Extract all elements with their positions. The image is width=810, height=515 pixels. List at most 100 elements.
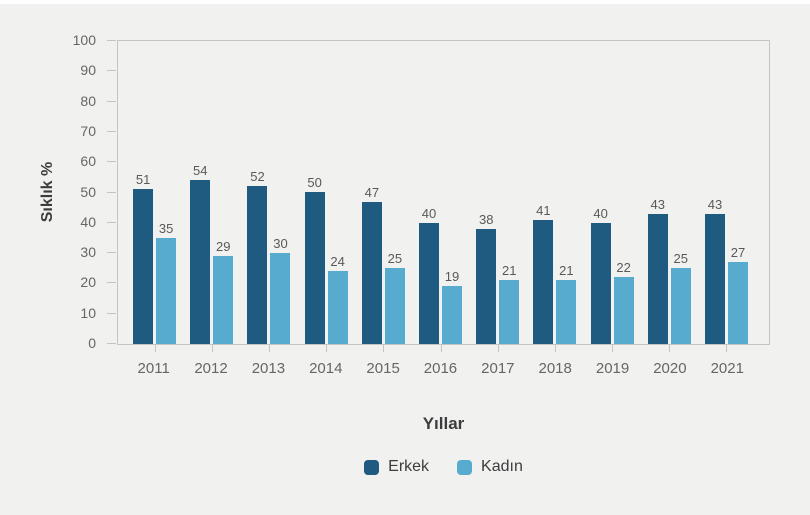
bar-column-kadin-2015: 25 bbox=[384, 252, 405, 344]
bar-column-kadin-2020: 25 bbox=[670, 252, 691, 344]
bar-column-kadin-2014: 24 bbox=[327, 254, 348, 344]
x-tick-label-2020: 2020 bbox=[653, 360, 687, 377]
x-axis-tick bbox=[326, 345, 328, 352]
bar-value-label: 30 bbox=[273, 236, 288, 251]
bar-column-erkek-2019: 40 bbox=[590, 206, 611, 344]
bar-erkek-2021 bbox=[704, 214, 725, 344]
bar-kadin-2017 bbox=[499, 280, 520, 344]
bar-groups: 51 35 54 29 52 30 50 24 47 25 40 19 38 21 41 21 40 22 43 25… bbox=[118, 41, 769, 352]
x-axis-tick bbox=[669, 345, 671, 352]
x-tick-label-2014: 2014 bbox=[309, 360, 343, 377]
bar-erkek-2019 bbox=[590, 223, 611, 344]
y-tick-label: 100 bbox=[72, 32, 96, 48]
bar-group-2018: 41 21 bbox=[526, 41, 583, 352]
bar-column-erkek-2014: 50 bbox=[304, 175, 325, 344]
x-tick-label-2012: 2012 bbox=[194, 360, 228, 377]
bar-column-erkek-2020: 43 bbox=[647, 197, 668, 344]
bar-pair: 54 29 bbox=[190, 163, 234, 344]
x-tick-label-2017: 2017 bbox=[481, 360, 515, 377]
y-tick-label: 90 bbox=[80, 62, 96, 79]
x-tick-label-2013: 2013 bbox=[251, 360, 286, 377]
bar-value-label: 21 bbox=[559, 263, 574, 278]
bar-column-erkek-2021: 43 bbox=[704, 198, 725, 344]
bar-kadin-2015 bbox=[384, 268, 405, 344]
y-tick-label: 40 bbox=[80, 213, 96, 230]
bar-column-erkek-2015: 47 bbox=[361, 185, 382, 344]
y-tick-label: 80 bbox=[80, 92, 96, 109]
y-axis-tick bbox=[107, 40, 116, 41]
y-axis-tick bbox=[107, 282, 116, 284]
bar-erkek-2014 bbox=[304, 192, 325, 344]
bar-value-label: 43 bbox=[650, 197, 666, 212]
x-tick-label-2015: 2015 bbox=[366, 360, 400, 377]
bar-column-kadin-2011: 35 bbox=[156, 221, 177, 344]
y-tick-label: 20 bbox=[80, 274, 96, 291]
bar-value-label: 50 bbox=[307, 175, 322, 190]
bar-column-kadin-2013: 30 bbox=[270, 236, 291, 344]
x-axis-tick bbox=[383, 345, 385, 352]
legend-label-kadin: Kadın bbox=[481, 458, 523, 475]
bar-group-2014: 50 24 bbox=[298, 41, 355, 352]
bar-value-label: 40 bbox=[421, 206, 437, 221]
bar-value-label: 41 bbox=[536, 203, 551, 218]
y-axis-tick bbox=[107, 70, 116, 72]
bar-value-label: 54 bbox=[193, 163, 208, 178]
plot-area: 51 35 54 29 52 30 50 24 47 25 40 19 38 21 41 21 40 22 43 25… bbox=[117, 40, 770, 352]
bar-group-2011: 51 35 bbox=[126, 41, 183, 352]
bar-pair: 40 19 bbox=[419, 206, 463, 344]
top-white-strip bbox=[0, 0, 810, 4]
bar-column-kadin-2019: 22 bbox=[613, 260, 634, 344]
x-tick-label-2011: 2011 bbox=[137, 360, 170, 377]
bar-value-label: 21 bbox=[501, 263, 517, 278]
x-axis-tick bbox=[726, 345, 728, 352]
bar-kadin-2018 bbox=[556, 280, 577, 344]
bar-erkek-2012 bbox=[190, 180, 211, 344]
bar-column-kadin-2018: 21 bbox=[556, 263, 577, 344]
y-axis-tick bbox=[107, 191, 116, 193]
bar-erkek-2017 bbox=[476, 229, 497, 344]
bar-erkek-2020 bbox=[647, 214, 668, 344]
x-axis-tick bbox=[268, 345, 270, 352]
bar-erkek-2013 bbox=[247, 186, 268, 344]
y-axis-tick bbox=[107, 100, 116, 102]
bar-pair: 41 21 bbox=[533, 203, 577, 344]
x-tick-label-2021: 2021 bbox=[710, 360, 744, 377]
bar-value-label: 29 bbox=[216, 239, 231, 254]
bar-erkek-2015 bbox=[361, 202, 382, 344]
bar-value-label: 35 bbox=[158, 221, 174, 236]
bar-erkek-2016 bbox=[419, 223, 440, 344]
legend-label-erkek: Erkek bbox=[388, 458, 430, 475]
bar-kadin-2016 bbox=[442, 286, 463, 344]
bar-group-2021: 43 27 bbox=[698, 41, 755, 352]
bar-value-label: 27 bbox=[730, 245, 746, 260]
bar-kadin-2014 bbox=[327, 271, 348, 344]
bar-column-erkek-2012: 54 bbox=[190, 163, 211, 344]
bar-value-label: 22 bbox=[616, 260, 631, 275]
bar-column-erkek-2016: 40 bbox=[419, 206, 440, 344]
bar-column-erkek-2018: 41 bbox=[533, 203, 554, 344]
legend-swatch-kadin bbox=[457, 459, 473, 475]
bar-value-label: 24 bbox=[330, 254, 345, 269]
bar-kadin-2020 bbox=[670, 268, 691, 344]
y-tick-label: 10 bbox=[80, 304, 96, 321]
bar-column-kadin-2017: 21 bbox=[499, 263, 520, 344]
x-axis-labels: 2011 2012 2013 2014 2015 2016 2017 2018 2019 2020… bbox=[117, 360, 770, 378]
legend-item-erkek: Erkek bbox=[364, 458, 429, 476]
y-axis-tick bbox=[107, 252, 116, 254]
x-tick-label-2019: 2019 bbox=[595, 360, 630, 377]
bar-pair: 50 24 bbox=[304, 175, 348, 344]
y-axis-tick bbox=[107, 312, 116, 314]
y-tick-label: 30 bbox=[80, 244, 96, 261]
bar-value-label: 40 bbox=[593, 206, 608, 221]
x-tick-label-2018: 2018 bbox=[538, 360, 572, 377]
bar-group-2019: 40 22 bbox=[584, 41, 641, 352]
bar-pair: 52 30 bbox=[247, 170, 291, 344]
bar-kadin-2013 bbox=[270, 253, 291, 344]
bar-value-label: 47 bbox=[364, 185, 380, 200]
bar-group-2012: 54 29 bbox=[183, 41, 240, 352]
y-axis-tick bbox=[107, 161, 116, 163]
x-axis-title: Yıllar bbox=[422, 414, 465, 433]
bar-group-2020: 43 25 bbox=[641, 41, 698, 352]
bar-kadin-2019 bbox=[613, 277, 634, 344]
bar-pair: 38 21 bbox=[476, 213, 520, 344]
